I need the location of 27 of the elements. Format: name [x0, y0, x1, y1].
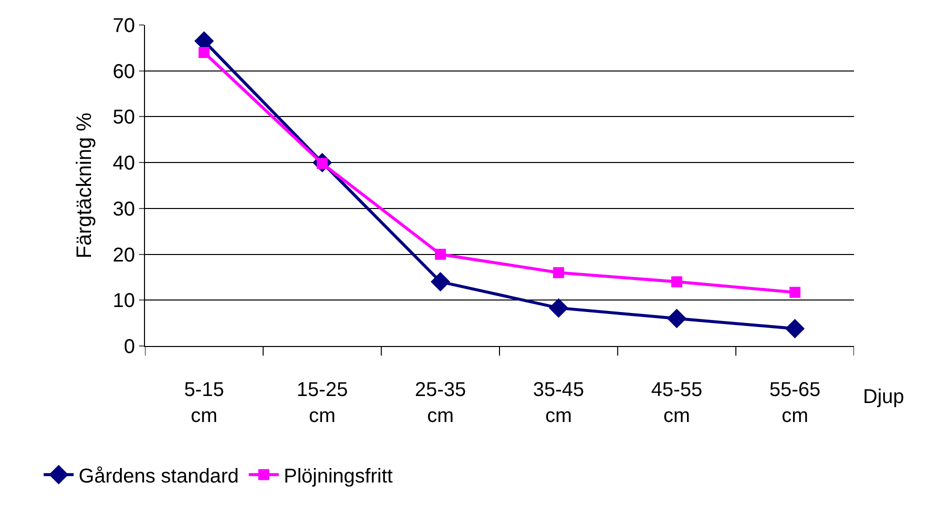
y-axis-title: Färgtäckning % — [72, 112, 96, 258]
x-axis-title: Djup — [863, 386, 904, 408]
point — [789, 286, 800, 298]
y-tick-label: 40 — [112, 152, 135, 175]
y-tick-label: 10 — [112, 290, 135, 312]
x-tick-label: 5-15 cm — [184, 379, 224, 427]
x-tick-label: 15-25 cm — [296, 379, 348, 427]
x-tick-label: 25-35 cm — [414, 379, 466, 427]
point — [548, 298, 568, 318]
legend-label: Plöjningsfritt — [284, 465, 394, 488]
y-tick-label: 60 — [112, 60, 135, 83]
legend-label: Gårdens standard — [78, 465, 239, 488]
y-tick-label: 50 — [112, 106, 135, 129]
x-tick-label: 55-65 cm — [769, 379, 820, 427]
y-tick-label: 20 — [112, 244, 135, 266]
y-tick-label: 0 — [124, 336, 135, 358]
x-tick-label: 45-55 cm — [651, 379, 702, 427]
point — [430, 272, 450, 292]
point — [434, 248, 446, 260]
point — [667, 308, 686, 328]
point — [198, 47, 210, 58]
point — [553, 267, 564, 278]
y-tick-label: 30 — [112, 198, 135, 220]
point — [671, 276, 682, 288]
x-tick-label: 35-45 cm — [533, 379, 584, 427]
point — [785, 318, 805, 338]
y-tick-label: 70 — [112, 15, 135, 37]
